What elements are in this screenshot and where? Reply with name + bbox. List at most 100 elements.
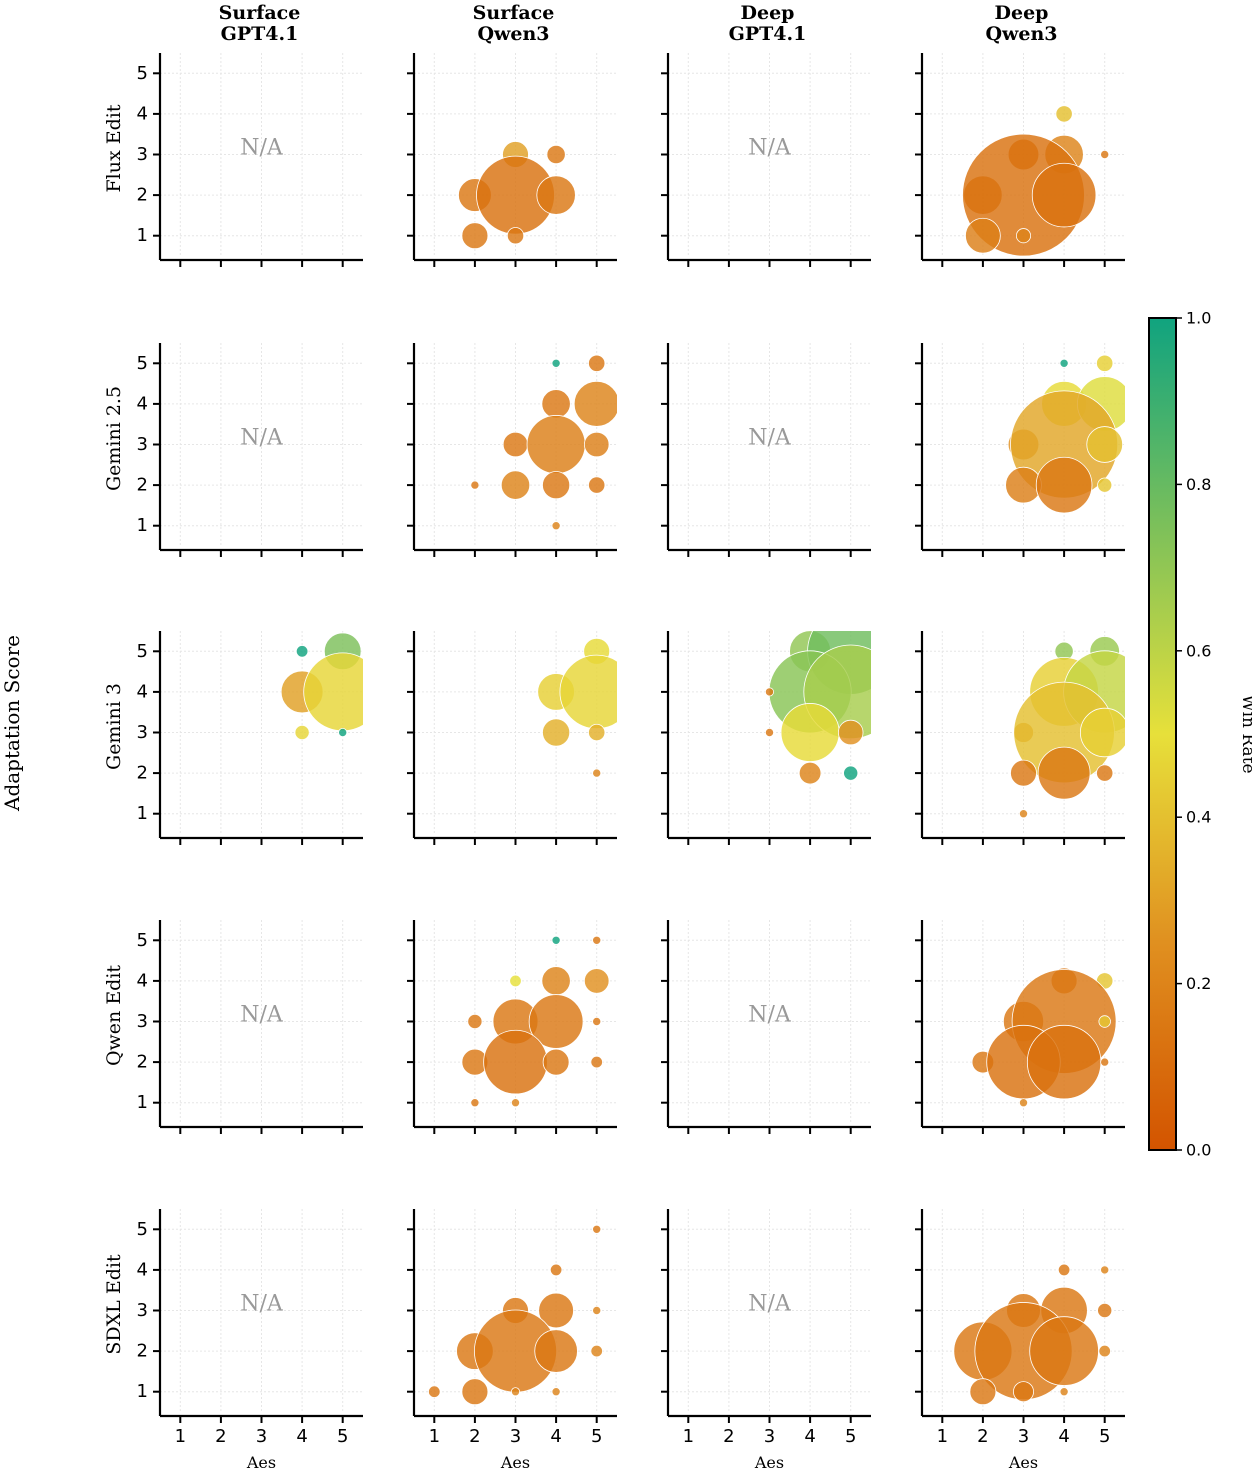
bubbles [1010,636,1125,819]
y-tick-label: 3 [137,722,148,743]
bubble-point [510,1387,521,1397]
row-label: Qwen Edit [103,965,125,1066]
row-label: Flux Edit [103,104,125,192]
bubble-point [588,723,606,742]
bubble-point [592,768,602,778]
bubble-point [542,1048,570,1076]
bubbles [470,354,617,531]
bubble-point [509,974,522,988]
column-title: Surface Qwen3 [473,2,555,45]
y-tick-label: 5 [137,1219,148,1240]
x-tick-label: 3 [764,1426,775,1447]
panel-r1-c1 [407,343,617,557]
na-label: N/A [748,426,792,451]
panel-r2-c3 [915,631,1125,845]
bubble-point [500,470,531,500]
na-label: N/A [748,1003,792,1028]
grid-lines [668,1209,871,1412]
bubbles [428,1224,603,1406]
bubble-point [798,761,822,785]
column-title: Surface GPT4.1 [219,2,301,45]
bubbles [962,105,1110,256]
bubble-point [338,727,348,738]
bubble-point [1059,358,1069,368]
bubble-point [592,935,602,945]
column-title: Deep Qwen3 [985,2,1057,45]
bubble-point [467,1013,483,1030]
bubble-point [1037,746,1091,800]
y-tick-label: 2 [137,1052,148,1073]
x-tick-label: 1 [175,1426,186,1447]
grid-lines [160,53,363,256]
bubble-point [1031,162,1097,228]
bubble-point [1086,426,1124,463]
x-tick-label: 4 [804,1426,815,1447]
na-label: N/A [240,426,284,451]
na-label: N/A [240,1003,284,1028]
row-label: SDXL Edit [103,1254,125,1355]
na-label: N/A [748,136,792,161]
bubble-point [1097,477,1113,493]
x-tick-label: 2 [723,1426,734,1447]
grid-lines [414,631,617,834]
bubble-point [551,358,561,368]
y-tick-label: 5 [137,353,148,374]
panel-r0-c2: N/A [661,53,871,267]
panel-r1-c0: N/A 1 2 3 4 5 Gemini 2.5 [103,343,363,557]
bubble-point [1035,456,1093,514]
panel-r0-c1 [407,53,617,267]
x-tick-label: 1 [683,1426,694,1447]
x-tick-label: 3 [1018,1426,1029,1447]
bubble-point [303,652,363,732]
bubbles [953,1263,1113,1406]
colorbar-tick-label: 0.2 [1186,974,1211,993]
bubble-point [764,727,775,738]
x-axis-label: Aes [500,1453,530,1472]
x-tick-label: 1 [429,1426,440,1447]
panel-r4-c3: 1 2 3 4 5 Aes [915,1209,1125,1472]
bubbles [458,141,576,250]
bubble-point [294,724,310,741]
bubble-point [837,719,864,746]
x-tick-label: 3 [510,1426,521,1447]
bubble-point [483,1029,548,1095]
bubble-point [551,1387,561,1397]
grid-lines [160,1209,363,1412]
bubble-point [541,966,571,996]
bubble-point [592,1224,602,1234]
y-tick-label: 3 [137,1011,148,1032]
na-label: N/A [240,1292,284,1317]
bubble-point [1098,1344,1111,1358]
y-tick-label: 1 [137,1381,148,1402]
bubble-point [588,354,606,372]
x-tick-label: 2 [977,1426,988,1447]
bubble-point [1010,759,1037,787]
bubble-point [1098,1015,1111,1028]
x-axis-label: Aes [246,1453,276,1472]
bubble-point [542,471,571,500]
bubble-point [590,1344,603,1358]
panel-r3-c3 [915,920,1125,1134]
y-tick-label: 3 [137,1300,148,1321]
colorbar-gradient [1148,317,1177,1151]
bubble-point [538,1292,574,1329]
y-tick-label: 1 [137,803,148,824]
bubble-point [1100,1265,1110,1275]
bubble-point [1096,354,1114,372]
x-tick-label: 5 [337,1426,348,1447]
bubble-point [1018,1098,1029,1108]
bubble-point [470,480,480,490]
x-tick-label: 3 [256,1426,267,1447]
x-tick-label: 2 [469,1426,480,1447]
bubble-point [843,765,859,781]
y-tick-label: 4 [137,1259,148,1280]
bubble-point [592,1305,602,1316]
y-tick-label: 4 [137,681,148,702]
y-tick-label: 5 [137,930,148,951]
grid-lines [160,343,363,546]
x-tick-label: 4 [296,1426,307,1447]
grid-lines [160,920,363,1123]
bubble-point [528,994,584,1049]
colorbar-tick-label: 0.8 [1186,475,1211,494]
